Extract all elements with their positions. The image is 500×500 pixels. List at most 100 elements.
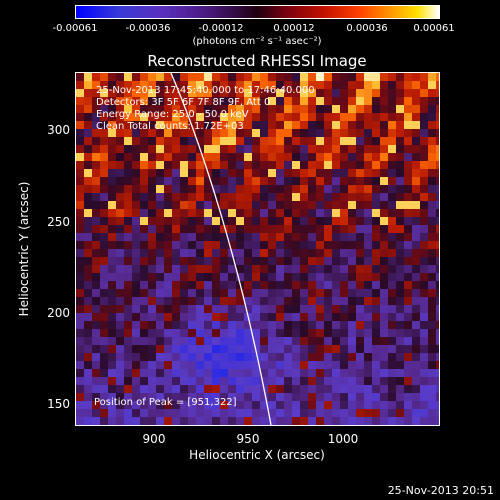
image-pixel <box>420 201 428 209</box>
image-pixel <box>300 265 308 273</box>
image-pixel <box>116 225 124 233</box>
image-pixel <box>420 401 428 409</box>
image-pixel <box>92 401 100 409</box>
image-pixel <box>84 361 92 369</box>
image-pixel <box>300 177 308 185</box>
image-pixel <box>292 369 300 377</box>
image-pixel <box>428 345 436 353</box>
image-pixel <box>388 185 396 193</box>
image-pixel <box>148 417 156 425</box>
image-pixel <box>388 273 396 281</box>
image-pixel <box>396 97 404 105</box>
image-pixel <box>268 73 276 81</box>
image-pixel <box>164 265 172 273</box>
image-pixel <box>236 81 244 89</box>
image-pixel <box>180 137 188 145</box>
image-pixel <box>116 201 124 209</box>
colorbar-tick: 0.00036 <box>346 23 388 34</box>
image-pixel <box>212 185 220 193</box>
image-pixel <box>236 73 244 81</box>
image-pixel <box>332 233 340 241</box>
image-pixel <box>124 177 132 185</box>
image-pixel <box>252 169 260 177</box>
image-pixel <box>140 233 148 241</box>
image-pixel <box>244 353 252 361</box>
image-pixel <box>172 169 180 177</box>
image-pixel <box>92 273 100 281</box>
image-pixel <box>132 73 140 81</box>
image-pixel <box>292 353 300 361</box>
image-pixel <box>348 73 356 81</box>
image-pixel <box>388 169 396 177</box>
image-pixel <box>100 257 108 265</box>
image-pixel <box>140 329 148 337</box>
image-pixel <box>372 345 380 353</box>
image-pixel <box>428 305 436 313</box>
image-pixel <box>84 241 92 249</box>
image-pixel <box>124 249 132 257</box>
image-pixel <box>420 345 428 353</box>
image-pixel <box>332 337 340 345</box>
image-pixel <box>92 305 100 313</box>
image-pixel <box>300 201 308 209</box>
image-pixel <box>100 281 108 289</box>
image-pixel <box>388 209 396 217</box>
image-pixel <box>116 129 124 137</box>
image-pixel <box>268 409 276 417</box>
image-pixel <box>332 217 340 225</box>
image-pixel <box>284 281 292 289</box>
image-pixel <box>276 289 284 297</box>
image-pixel <box>140 393 148 401</box>
image-pixel <box>244 417 252 425</box>
image-pixel <box>92 153 100 161</box>
image-pixel <box>316 377 324 385</box>
image-pixel <box>148 345 156 353</box>
image-pixel <box>84 377 92 385</box>
image-pixel <box>140 401 148 409</box>
image-pixel <box>356 345 364 353</box>
image-pixel <box>260 409 268 417</box>
image-pixel <box>372 153 380 161</box>
image-pixel <box>164 73 172 81</box>
image-pixel <box>292 177 300 185</box>
image-pixel <box>396 385 404 393</box>
image-pixel <box>92 121 100 129</box>
image-pixel <box>412 185 420 193</box>
image-pixel <box>84 337 92 345</box>
image-pixel <box>212 169 220 177</box>
image-pixel <box>372 257 380 265</box>
image-pixel <box>92 217 100 225</box>
image-pixel <box>76 337 84 345</box>
image-pixel <box>196 217 204 225</box>
image-pixel <box>372 217 380 225</box>
image-pixel <box>332 177 340 185</box>
image-pixel <box>284 153 292 161</box>
image-pixel <box>76 297 84 305</box>
image-pixel <box>284 289 292 297</box>
image-pixel <box>196 113 204 121</box>
image-pixel <box>84 249 92 257</box>
image-pixel <box>132 233 140 241</box>
image-pixel <box>84 137 92 145</box>
image-pixel <box>396 209 404 217</box>
image-pixel <box>100 217 108 225</box>
image-pixel <box>348 313 356 321</box>
image-pixel <box>140 105 148 113</box>
image-pixel <box>164 409 172 417</box>
image-pixel <box>332 353 340 361</box>
image-pixel <box>428 249 436 257</box>
image-pixel <box>308 281 316 289</box>
image-pixel <box>252 297 260 305</box>
image-pixel <box>308 121 316 129</box>
image-pixel <box>436 185 439 193</box>
image-pixel <box>340 233 348 241</box>
image-pixel <box>412 361 420 369</box>
image-pixel <box>116 145 124 153</box>
image-pixel <box>236 289 244 297</box>
image-pixel <box>372 361 380 369</box>
image-pixel <box>268 97 276 105</box>
image-pixel <box>332 361 340 369</box>
image-pixel <box>284 401 292 409</box>
image-pixel <box>188 329 196 337</box>
image-pixel <box>372 305 380 313</box>
